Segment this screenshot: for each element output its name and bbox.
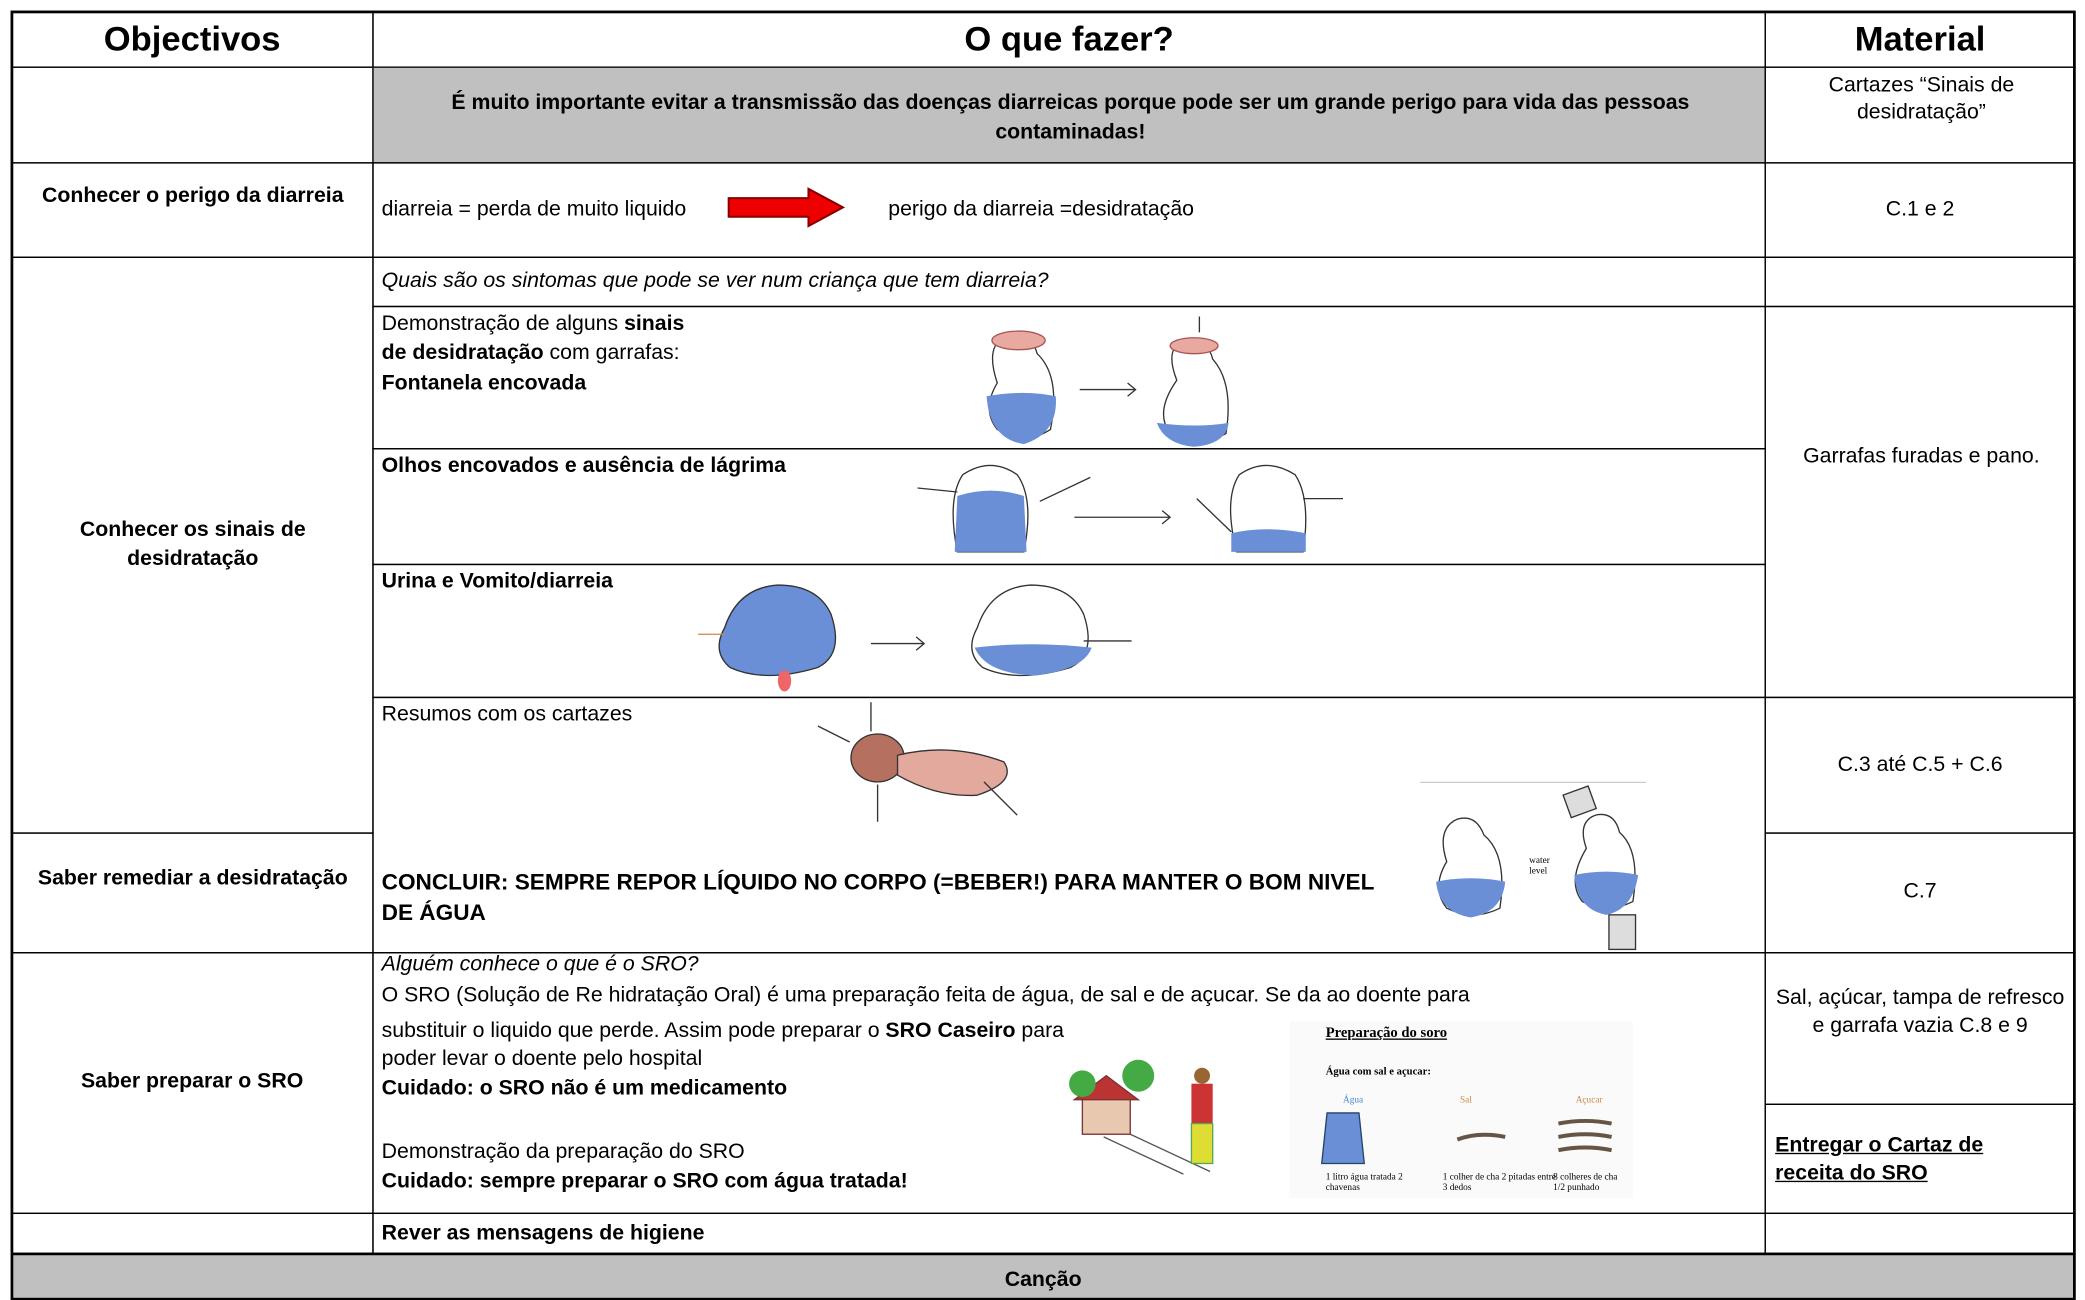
cell	[1764, 256, 2076, 308]
material: Cartazes “Sinais de desidratação”	[1828, 74, 2015, 124]
content-text: Demonstração da preparação do SRO	[381, 1140, 745, 1164]
text: substituir o liquido que perde. Assim po…	[381, 1019, 886, 1043]
content-text: Urina e Vomito/diarreia	[381, 570, 613, 594]
cell	[10, 1212, 374, 1254]
poster-note: 1 litro água tratada 2 chavenas	[1325, 1171, 1403, 1193]
objective: Saber remediar a desidratação	[37, 866, 348, 890]
conclusion: CONCLUIR: SEMPRE REPOR LÍQUIDO NO CORPO …	[381, 869, 1374, 926]
illustration-label: water level	[1529, 854, 1550, 877]
illustration-eyes	[917, 464, 1343, 553]
column-header: Material	[1854, 18, 1986, 59]
poster-note: 1 colher de cha 2 pitadas entre 3 dedos	[1442, 1171, 1556, 1193]
content-text: diarreia = perda de muito liquido	[381, 198, 687, 221]
intro-text: É muito importante evitar a transmissão …	[451, 91, 1690, 144]
content-text: O SRO (Solução de Re hidratação Oral) é …	[381, 983, 1470, 1007]
material: Garrafas furadas e pano.	[1803, 445, 2040, 469]
content-text: Fontanela encovada	[381, 372, 587, 395]
poster-drawing	[1320, 1112, 1612, 1165]
content-text: Demonstração de alguns sinais	[382, 311, 685, 336]
content-text: substituir o liquido que perde. Assim po…	[382, 1019, 1064, 1044]
content-text: Cuidado: o SRO não é um medicamento	[381, 1077, 788, 1100]
content-text: Resumos com os cartazes	[381, 703, 633, 727]
question: Alguém conhece o que é o SRO?	[381, 953, 699, 976]
content-text: de desidratação com garrafas:	[382, 340, 680, 365]
material: C.1 e 2	[1885, 198, 1955, 221]
poster-subtitle: Água com sal e açucar:	[1325, 1065, 1431, 1078]
text: para	[1015, 1019, 1064, 1043]
cell	[1764, 305, 2076, 699]
cell	[372, 66, 1766, 164]
song-row: Canção	[1004, 1268, 1082, 1292]
poster-label: Água	[1342, 1094, 1364, 1105]
text: com garrafas:	[543, 341, 680, 365]
poster-label: Açucar	[1575, 1094, 1603, 1105]
text: Demonstração de alguns	[381, 312, 625, 336]
poster-note: 8 colheres de cha 1/2 punhado	[1553, 1171, 1618, 1193]
red-arrow	[727, 187, 846, 228]
content-text: Cuidado: sempre preparar o SRO com água …	[381, 1170, 908, 1193]
illustration-fontanelle	[986, 316, 1229, 447]
text: SRO Caseiro	[885, 1019, 1016, 1043]
question: Quais são os sintomas que pode se ver nu…	[381, 269, 1049, 293]
illustration-urine	[698, 584, 1132, 692]
content-text: Olhos encovados e ausência de lágrima	[381, 454, 787, 478]
illustration-child	[817, 702, 1018, 822]
illustration-village	[1069, 1059, 1214, 1175]
poster-title: Preparação do soro	[1325, 1025, 1448, 1042]
material: Sal, açúcar, tampa de refresco e garrafa…	[1775, 986, 2065, 1038]
objective: Saber preparar o SRO	[80, 1070, 304, 1094]
illustration-refill	[1420, 781, 1647, 951]
content-text: Rever as mensagens de higiene	[381, 1221, 705, 1245]
poster: Preparação do soro Água com sal e açucar…	[1289, 1021, 1633, 1199]
objective: Conhecer o perigo da diarreia	[42, 184, 344, 208]
objective: Conhecer os sinais de desidratação	[79, 518, 306, 571]
material: C.3 até C.5 + C.6	[1837, 753, 2003, 777]
cell	[1764, 1212, 2076, 1254]
material: C.7	[1903, 880, 1937, 903]
content-text: poder levar o doente pelo hospital	[381, 1047, 703, 1071]
text: sinais	[624, 312, 685, 336]
content-text: perigo da diarreia =desidratação	[888, 198, 1194, 221]
handout-link: Entregar o Cartaz de receita do SRO	[1775, 1134, 1984, 1185]
poster-label: Sal	[1460, 1094, 1472, 1105]
column-header: O que fazer?	[964, 18, 1174, 59]
column-header: Objectivos	[103, 18, 281, 59]
text: de desidratação	[381, 341, 544, 365]
cell	[10, 66, 374, 164]
